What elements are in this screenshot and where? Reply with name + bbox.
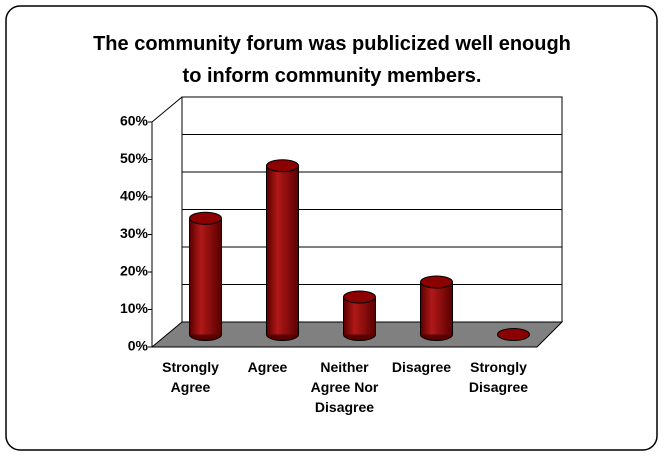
x-tick-label: Disagree <box>391 359 452 375</box>
x-tick-label: Agree <box>247 359 288 375</box>
bar-top <box>420 275 453 289</box>
bar-top <box>343 290 376 304</box>
y-tick-label: 40% <box>120 188 149 204</box>
bar <box>420 275 453 341</box>
bar <box>497 328 530 341</box>
x-tick-label: Strongly Disagree <box>468 359 529 395</box>
bar <box>266 159 299 341</box>
bar-body <box>266 165 299 335</box>
bar-top <box>189 211 222 225</box>
y-tick-label: 30% <box>120 225 149 241</box>
y-tick-label: 10% <box>120 300 149 316</box>
bar-top <box>497 328 530 341</box>
bar <box>343 290 376 341</box>
bar-body <box>420 282 453 335</box>
chart-title: The community forum was publicized well … <box>93 33 571 87</box>
x-tick-label: Strongly Agree <box>162 359 219 395</box>
y-tick-label: 20% <box>120 263 149 279</box>
y-tick-label: 0% <box>128 338 149 354</box>
y-tick-label: 50% <box>120 150 149 166</box>
bar <box>189 211 222 341</box>
bar-body <box>189 218 222 335</box>
side-wall-edge <box>151 96 183 123</box>
bar-top <box>266 159 299 173</box>
x-tick-label: Neither Agree Nor Disagree <box>310 359 379 415</box>
y-tick-label: 60% <box>120 113 149 129</box>
